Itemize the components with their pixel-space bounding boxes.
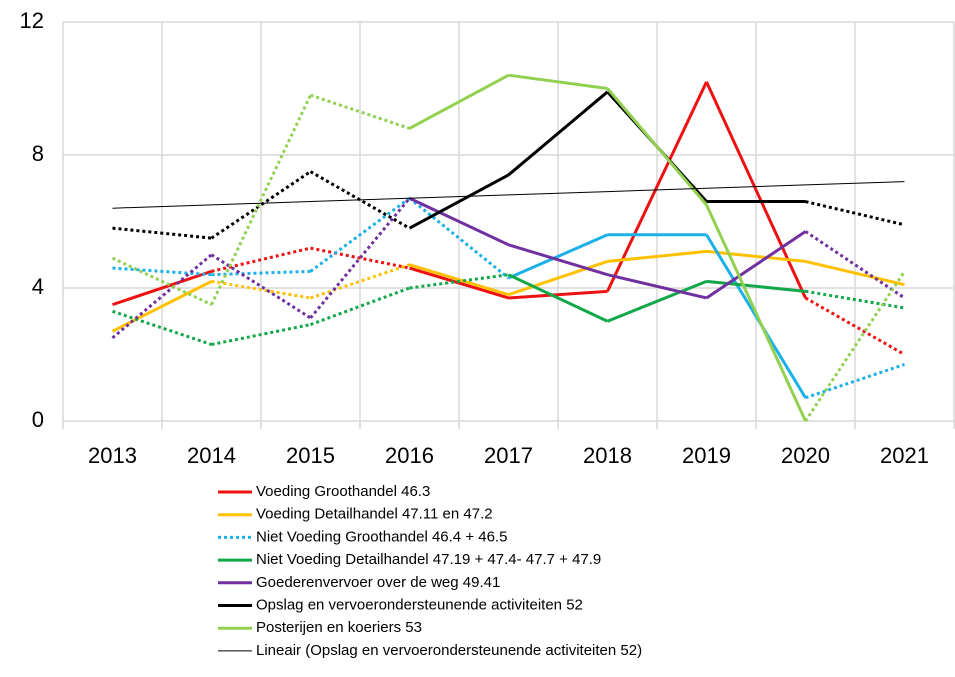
line-segment (409, 194, 509, 199)
line-segment (705, 230, 807, 300)
x-tick-label: 2013 (88, 443, 137, 468)
line-segment (211, 279, 311, 300)
line-segment (210, 253, 312, 320)
legend-label: Niet Voeding Groothandel 46.4 + 46.5 (256, 528, 507, 545)
line-segment (408, 73, 510, 130)
x-tick-label: 2020 (781, 443, 830, 468)
legend-label: Opslag en vervoerondersteunende activite… (256, 596, 583, 613)
line-segment (408, 173, 510, 230)
line-segment (705, 81, 807, 299)
y-tick-label: 0 (32, 407, 44, 432)
legend-label: Voeding Detailhandel 47.11 en 47.2 (256, 506, 493, 523)
x-tick-label: 2015 (286, 443, 335, 468)
line-segment (507, 233, 609, 280)
line-segment (607, 187, 707, 193)
line-segment (309, 197, 411, 273)
line-segment (804, 230, 906, 300)
line-segment (112, 269, 212, 307)
line-segment (310, 197, 410, 203)
x-tick-label: 2019 (682, 443, 731, 468)
line-segment (211, 323, 311, 346)
line-segment (805, 181, 905, 186)
line-segment (706, 184, 806, 189)
line-segment (705, 204, 807, 422)
x-tick-label: 2014 (187, 443, 236, 468)
line-segment (805, 200, 905, 227)
line-segment (706, 279, 806, 293)
x-tick-label: 2017 (484, 443, 533, 468)
line-segment (309, 170, 411, 230)
legend-label: Voeding Groothandel 46.3 (256, 483, 430, 500)
legend-label: Niet Voeding Detailhandel 47.19 + 47.4- … (256, 551, 601, 568)
line-segment (112, 226, 212, 240)
line-segment (606, 87, 708, 206)
line-segment (111, 256, 213, 306)
line-segment (409, 263, 509, 297)
line-segment (409, 266, 509, 300)
line-segment (112, 204, 212, 209)
legend-label: Posterijen en koeriers 53 (256, 619, 422, 636)
line-segment (112, 266, 212, 277)
line-segment (607, 249, 707, 263)
y-tick-label: 12 (20, 8, 44, 33)
line-segment (309, 197, 411, 319)
line-segment (111, 280, 213, 333)
line-segment (507, 273, 609, 323)
line-segment (211, 246, 311, 273)
line-segment (606, 81, 708, 292)
line-segment (310, 246, 410, 270)
line-segment (508, 259, 608, 297)
x-tick-label: 2018 (583, 443, 632, 468)
legend-label: Lineair (Opslag en vervoerondersteunende… (256, 642, 642, 659)
legend-label: Goederenvervoer over de weg 49.41 (256, 574, 500, 591)
line-segment (805, 259, 905, 287)
line-segment (408, 196, 510, 247)
y-tick-label: 4 (32, 274, 44, 299)
line-segment (607, 273, 707, 300)
line-segment (508, 243, 608, 277)
line-segment (211, 269, 311, 277)
line-segment (606, 279, 708, 323)
line-segment (508, 191, 608, 196)
line-segment (211, 201, 311, 206)
line-segment (507, 90, 609, 177)
line-segment (210, 170, 312, 240)
line-segment (804, 296, 906, 356)
x-tick-label: 2016 (385, 443, 434, 468)
line-segment (409, 273, 509, 290)
line-segment (706, 249, 806, 263)
line-segment (805, 289, 905, 310)
line-segment (210, 94, 312, 306)
line-segment (508, 73, 608, 90)
x-tick-label: 2021 (880, 443, 929, 468)
y-tick-label: 8 (32, 141, 44, 166)
line-segment (508, 289, 608, 300)
